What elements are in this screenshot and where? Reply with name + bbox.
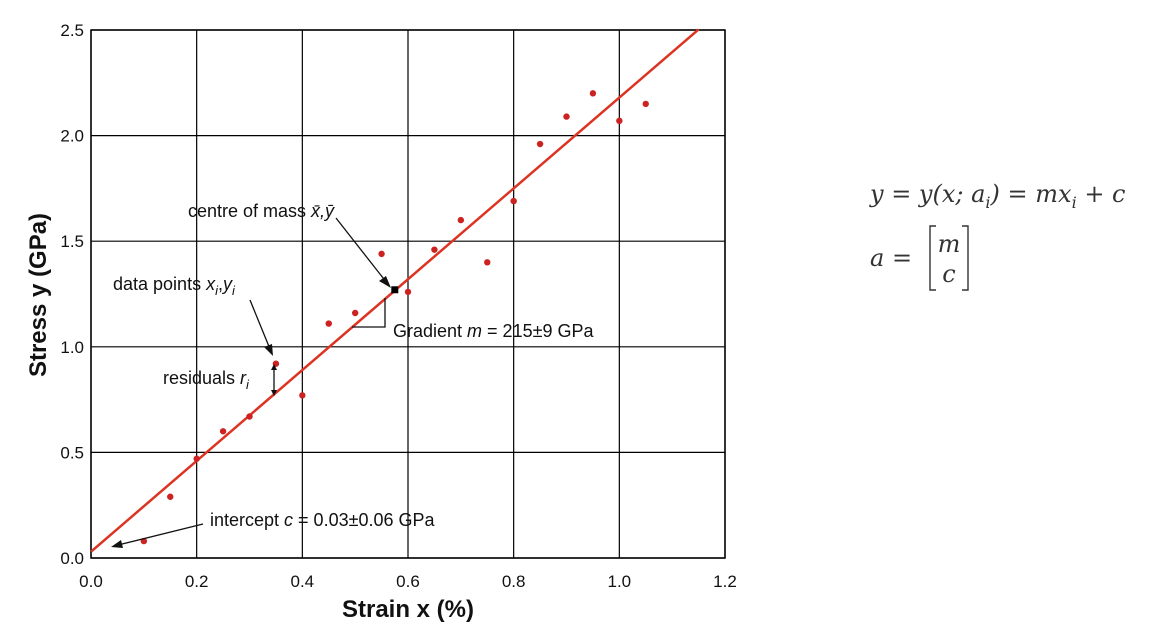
gradient-label: Gradient m = 215±9 GPa	[393, 321, 594, 341]
x-tick-label: 0.0	[79, 572, 103, 591]
data-point	[457, 216, 465, 224]
x-tick-label: 1.2	[713, 572, 737, 591]
intercept-label: intercept c = 0.03±0.06 GPa	[210, 510, 436, 530]
data-point	[589, 90, 597, 97]
x-axis-title: Strain x (%)	[342, 596, 474, 623]
data-point	[642, 100, 649, 108]
data-point	[616, 117, 623, 125]
intercept-arrowhead	[111, 540, 123, 548]
model-equation: y = y(x; ai) = mxi + c	[869, 180, 1126, 212]
x-tick-label: 0.8	[502, 572, 526, 591]
data-point	[378, 250, 385, 258]
y-tick-label: 2.0	[60, 127, 84, 146]
com-arrowhead	[379, 276, 391, 288]
x-tick-label: 0.6	[396, 572, 420, 591]
plot-frame	[90, 29, 726, 559]
data-point	[219, 428, 227, 435]
parameter-vector-lhs: a =	[870, 244, 912, 272]
residual-arrowhead-bottom	[271, 390, 277, 396]
data-point	[536, 140, 544, 148]
data-point	[351, 309, 359, 317]
y-axis-title: Stress y (GPa)	[25, 213, 52, 377]
annotation-pointers	[111, 217, 391, 548]
centre-of-mass-marker	[391, 286, 399, 294]
data-point	[563, 113, 570, 120]
data-point	[431, 246, 438, 253]
y-tick-label: 1.5	[60, 232, 84, 251]
data-point	[246, 413, 253, 420]
tick-labels: 0.0 0.2 0.4 0.6 0.8 1.0 1.2 0.0 0.5 1.0 1.5 2.0 2.5	[60, 21, 736, 591]
com-arrow	[335, 217, 388, 284]
parameter-vector-brackets	[929, 225, 969, 291]
datapoints-arrowhead	[264, 344, 273, 356]
parameter-c: c	[942, 260, 955, 288]
y-tick-label: 2.5	[60, 21, 84, 40]
data-point	[167, 493, 174, 500]
data-point	[484, 259, 491, 266]
x-tick-label: 0.4	[291, 572, 315, 591]
y-tick-label: 0.0	[60, 549, 84, 568]
right-bracket	[962, 225, 969, 291]
data-point	[193, 455, 200, 462]
parameter-m: m	[938, 230, 961, 258]
x-tick-label: 1.0	[608, 572, 632, 591]
intercept-arrow	[117, 523, 204, 546]
data-point	[325, 320, 332, 327]
y-tick-label: 0.5	[60, 443, 84, 462]
datapoints-arrow	[249, 299, 271, 350]
data-points-label: data points xi,yi	[113, 274, 236, 298]
residual-arrowhead-top	[271, 364, 277, 370]
data-point	[510, 197, 517, 205]
y-tick-label: 1.0	[60, 338, 84, 357]
gradient-bracket	[352, 298, 386, 328]
residuals-label: residuals ri	[163, 368, 250, 392]
data-point	[299, 392, 306, 399]
left-bracket	[929, 225, 936, 291]
data-points	[140, 90, 649, 545]
x-tick-label: 0.2	[185, 572, 209, 591]
centre-of-mass-label: centre of mass x̄,ȳ	[188, 201, 335, 221]
data-point	[404, 288, 412, 296]
